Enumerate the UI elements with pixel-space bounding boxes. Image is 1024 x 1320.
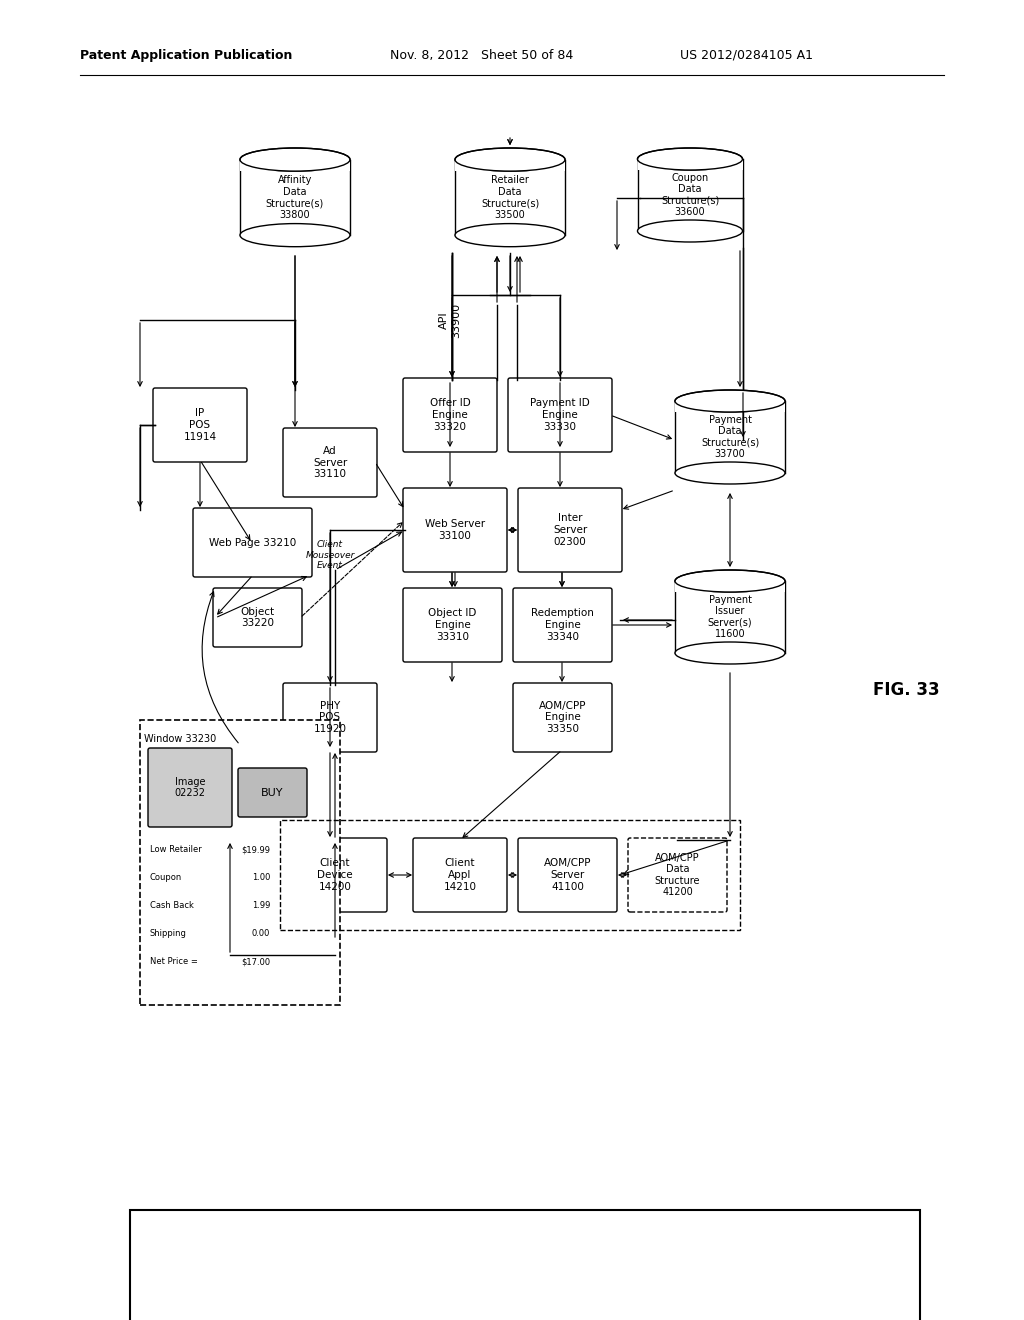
- Bar: [638, 158, 742, 231]
- FancyBboxPatch shape: [518, 838, 617, 912]
- Bar: [455, 160, 565, 235]
- FancyBboxPatch shape: [403, 488, 507, 572]
- Text: Net Price =: Net Price =: [150, 957, 198, 966]
- Text: Web Page 33210: Web Page 33210: [209, 537, 296, 548]
- Text: AOM/CPP
Data
Structure
41200: AOM/CPP Data Structure 41200: [654, 853, 700, 898]
- FancyBboxPatch shape: [518, 488, 622, 572]
- Text: $17.00: $17.00: [241, 957, 270, 966]
- Text: Payment
Issuer
Server(s)
11600: Payment Issuer Server(s) 11600: [708, 594, 753, 639]
- Text: Window 33230: Window 33230: [144, 734, 216, 744]
- Text: Low Retailer: Low Retailer: [150, 846, 202, 854]
- Bar: [455, 160, 565, 172]
- FancyBboxPatch shape: [148, 748, 232, 828]
- Text: Object
33220: Object 33220: [241, 607, 274, 628]
- Text: Coupon
Data
Structure(s)
33600: Coupon Data Structure(s) 33600: [660, 173, 719, 218]
- FancyBboxPatch shape: [283, 838, 387, 912]
- Bar: [638, 158, 742, 170]
- Bar: [675, 401, 785, 473]
- FancyBboxPatch shape: [153, 388, 247, 462]
- Bar: [240, 160, 350, 172]
- Text: PHY
POS
11920: PHY POS 11920: [313, 701, 346, 734]
- Text: Client
Device
14200: Client Device 14200: [317, 858, 353, 891]
- Ellipse shape: [675, 389, 785, 412]
- Text: Payment ID
Engine
33330: Payment ID Engine 33330: [530, 399, 590, 432]
- Text: Web Server
33100: Web Server 33100: [425, 519, 485, 541]
- Bar: [130, 1210, 920, 1320]
- Bar: [240, 160, 350, 235]
- Text: Object ID
Engine
33310: Object ID Engine 33310: [428, 609, 477, 642]
- Text: Image
02232: Image 02232: [174, 776, 206, 799]
- Ellipse shape: [638, 220, 742, 242]
- Ellipse shape: [638, 148, 742, 170]
- FancyBboxPatch shape: [283, 682, 377, 752]
- Text: Retailer
Data
Structure(s)
33500: Retailer Data Structure(s) 33500: [481, 176, 539, 219]
- FancyBboxPatch shape: [413, 838, 507, 912]
- Text: Redemption
Engine
33340: Redemption Engine 33340: [531, 609, 594, 642]
- Text: AOM/CPP
Engine
33350: AOM/CPP Engine 33350: [539, 701, 587, 734]
- Text: Shipping: Shipping: [150, 929, 186, 939]
- Text: Client
Mouseover
Event: Client Mouseover Event: [305, 540, 354, 570]
- Text: 0.00: 0.00: [252, 929, 270, 939]
- FancyBboxPatch shape: [508, 378, 612, 451]
- FancyBboxPatch shape: [283, 428, 377, 498]
- FancyBboxPatch shape: [193, 508, 312, 577]
- FancyBboxPatch shape: [403, 378, 497, 451]
- Text: Cash Back: Cash Back: [150, 902, 194, 911]
- FancyBboxPatch shape: [628, 838, 727, 912]
- Text: FIG. 33: FIG. 33: [873, 681, 940, 700]
- FancyBboxPatch shape: [238, 768, 307, 817]
- Text: Ad
Server
33110: Ad Server 33110: [313, 446, 347, 479]
- Bar: [675, 581, 785, 653]
- Text: Inter
Server
02300: Inter Server 02300: [553, 513, 587, 546]
- FancyBboxPatch shape: [213, 587, 302, 647]
- Ellipse shape: [675, 462, 785, 484]
- Text: Offer ID
Engine
33320: Offer ID Engine 33320: [430, 399, 470, 432]
- Bar: [675, 581, 785, 591]
- Ellipse shape: [675, 642, 785, 664]
- Text: 1.00: 1.00: [252, 874, 270, 883]
- Ellipse shape: [455, 148, 565, 172]
- Text: IP
POS
11914: IP POS 11914: [183, 408, 216, 442]
- Ellipse shape: [240, 148, 350, 172]
- Text: Affinity
Data
Structure(s)
33800: Affinity Data Structure(s) 33800: [266, 176, 325, 219]
- Ellipse shape: [675, 570, 785, 591]
- Ellipse shape: [455, 223, 565, 247]
- Text: Payment
Data
Structure(s)
33700: Payment Data Structure(s) 33700: [700, 414, 759, 459]
- FancyBboxPatch shape: [140, 719, 340, 1005]
- FancyBboxPatch shape: [403, 587, 502, 663]
- Text: $19.99: $19.99: [241, 846, 270, 854]
- Text: Nov. 8, 2012   Sheet 50 of 84: Nov. 8, 2012 Sheet 50 of 84: [390, 49, 573, 62]
- Text: Client
Appl
14210: Client Appl 14210: [443, 858, 476, 891]
- Text: 1.99: 1.99: [252, 902, 270, 911]
- Ellipse shape: [240, 223, 350, 247]
- Bar: [675, 401, 785, 412]
- Text: Patent Application Publication: Patent Application Publication: [80, 49, 293, 62]
- FancyBboxPatch shape: [513, 682, 612, 752]
- FancyBboxPatch shape: [513, 587, 612, 663]
- Text: BUY: BUY: [261, 788, 284, 797]
- Text: US 2012/0284105 A1: US 2012/0284105 A1: [680, 49, 813, 62]
- Text: Coupon: Coupon: [150, 874, 182, 883]
- Text: API
33900: API 33900: [439, 302, 461, 338]
- Text: AOM/CPP
Server
41100: AOM/CPP Server 41100: [544, 858, 591, 891]
